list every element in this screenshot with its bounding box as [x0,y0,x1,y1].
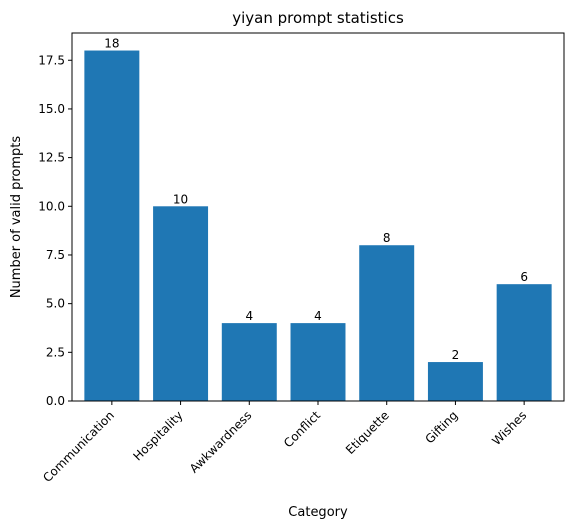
bar [84,50,140,402]
bar [427,362,483,401]
bar [290,323,346,401]
x-tick-label: Gifting [422,408,460,446]
y-tick-label: 15.0 [38,102,65,116]
y-tick-label: 7.5 [46,248,65,262]
bar-value-label: 18 [104,37,119,51]
x-tick-label: Etiquette [343,408,392,457]
y-tick-label: 12.5 [38,151,65,165]
x-axis-label: Category [288,505,348,520]
y-tick-label: 2.5 [46,345,65,359]
bar [153,206,209,401]
bar-value-label: 6 [520,270,528,284]
x-tick-label: Hospitality [130,408,185,463]
plot-marks: 0.0 2.5 5.0 7.5 10.0 12.5 15.0 17.5 18 Communicat… [38,37,552,485]
x-tick-label: Communication [40,408,117,485]
x-tick-label: Conflict [281,408,323,450]
bar-value-label: 4 [314,309,322,323]
plot-frame [71,32,565,402]
y-tick-label: 0.0 [46,394,65,408]
y-tick-label: 10.0 [38,199,65,213]
x-tick-label: Wishes [489,408,529,448]
chart-title: yiyan prompt statistics [232,9,404,27]
bar-value-label: 8 [383,231,391,245]
bar [496,284,552,401]
bar [221,323,277,401]
bar-value-label: 4 [245,309,253,323]
bar-value-label: 2 [452,348,460,362]
x-tick-label: Awkwardness [187,408,255,476]
bar-value-label: 10 [173,192,188,206]
y-tick-label: 17.5 [38,53,65,67]
bar [359,245,415,401]
y-axis-label: Number of valid prompts [9,136,24,299]
y-tick-label: 5.0 [46,297,65,311]
